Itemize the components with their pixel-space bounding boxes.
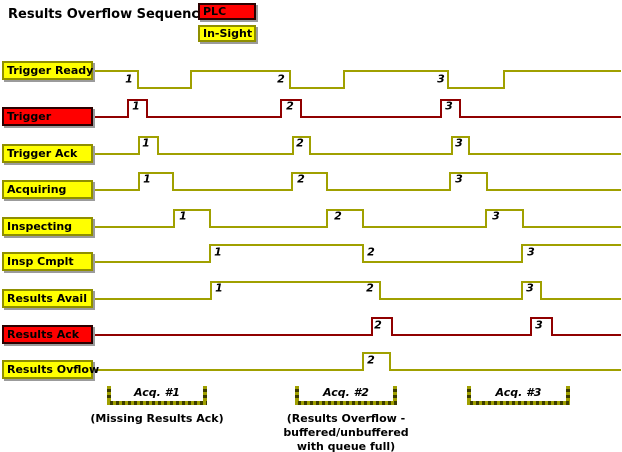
marker-trigger-ack-2: 2 [296,136,304,150]
marker-insp-cmplt-2: 2 [367,245,375,259]
marker-insp-cmplt-1: 1 [214,245,222,259]
acq-bracket-1: Acq. #1 [107,386,207,405]
marker-results-avail-3: 3 [526,281,534,295]
bracket-bar-right [566,386,570,405]
wave-trigger-ack [90,136,621,155]
caption-line: buffered/unbuffered [283,426,409,439]
marker-results-avail-2: 2 [366,281,374,295]
wave-trigger [90,99,621,118]
signal-label-trigger-ack: Trigger Ack [2,144,93,163]
marker-results-ack-2: 2 [374,318,382,332]
signal-label-results-avail: Results Avail [2,289,93,308]
marker-results-avail-1: 1 [215,281,223,295]
acq-label-2: Acq. #2 [323,386,369,399]
bracket-bar-bottom [295,401,397,405]
caption-line: (Results Overflow - [286,412,406,425]
marker-trigger-2: 2 [286,99,294,113]
marker-acquiring-1: 1 [143,172,151,186]
signal-label-results-ovflow: Results Ovflow [2,360,99,379]
diagram-title: Results Overflow Sequence [8,7,208,22]
wave-insp-cmplt [90,244,621,263]
signal-label-trigger: Trigger [2,107,93,126]
marker-trigger-ready-3: 3 [437,72,445,86]
marker-trigger-ready-1: 1 [125,72,133,86]
wave-results-ack [90,317,621,336]
marker-insp-cmplt-3: 3 [527,245,535,259]
marker-acquiring-2: 2 [297,172,305,186]
marker-inspecting-1: 1 [179,209,187,223]
bracket-bar-left [295,386,299,405]
marker-inspecting-3: 3 [492,209,500,223]
signal-label-inspecting: Inspecting [2,217,93,236]
marker-inspecting-2: 2 [334,209,342,223]
legend-plc-swatch: PLC [198,3,256,20]
wave-acquiring [90,172,621,191]
acq-bracket-3: Acq. #3 [467,386,570,405]
bracket-bar-right [393,386,397,405]
marker-trigger-1: 1 [132,99,140,113]
bracket-bar-right [203,386,207,405]
bracket-bar-left [107,386,111,405]
acq-bracket-2: Acq. #2 [295,386,397,405]
signal-label-trigger-ready: Trigger Ready [2,61,93,80]
caption-line: (Missing Results Ack) [90,412,224,425]
signal-label-results-ack: Results Ack [2,325,93,344]
marker-results-ovflow-2: 2 [367,353,375,367]
marker-trigger-ready-2: 2 [277,72,285,86]
acq-label-1: Acq. #1 [134,386,180,399]
acq-caption-2: (Results Overflow - buffered/unbuffered wi… [236,412,456,452]
bracket-bar-left [467,386,471,405]
acq-label-3: Acq. #3 [495,386,542,399]
marker-trigger-ack-1: 1 [142,136,150,150]
wave-trigger-ready [90,70,621,89]
caption-line: with queue full) [296,440,396,452]
bracket-bar-bottom [467,401,570,405]
marker-results-ack-3: 3 [535,318,543,332]
marker-trigger-3: 3 [445,99,453,113]
wave-results-avail [90,281,621,300]
marker-acquiring-3: 3 [455,172,463,186]
wave-results-ovflow [90,352,621,371]
legend-insight-swatch: In-Sight [198,25,256,42]
bracket-bar-bottom [107,401,207,405]
acq-caption-1: (Missing Results Ack) [47,412,267,426]
wave-inspecting [90,209,621,228]
marker-trigger-ack-3: 3 [455,136,463,150]
signal-label-acquiring: Acquiring [2,180,93,199]
signal-label-insp-cmplt: Insp Cmplt [2,252,93,271]
